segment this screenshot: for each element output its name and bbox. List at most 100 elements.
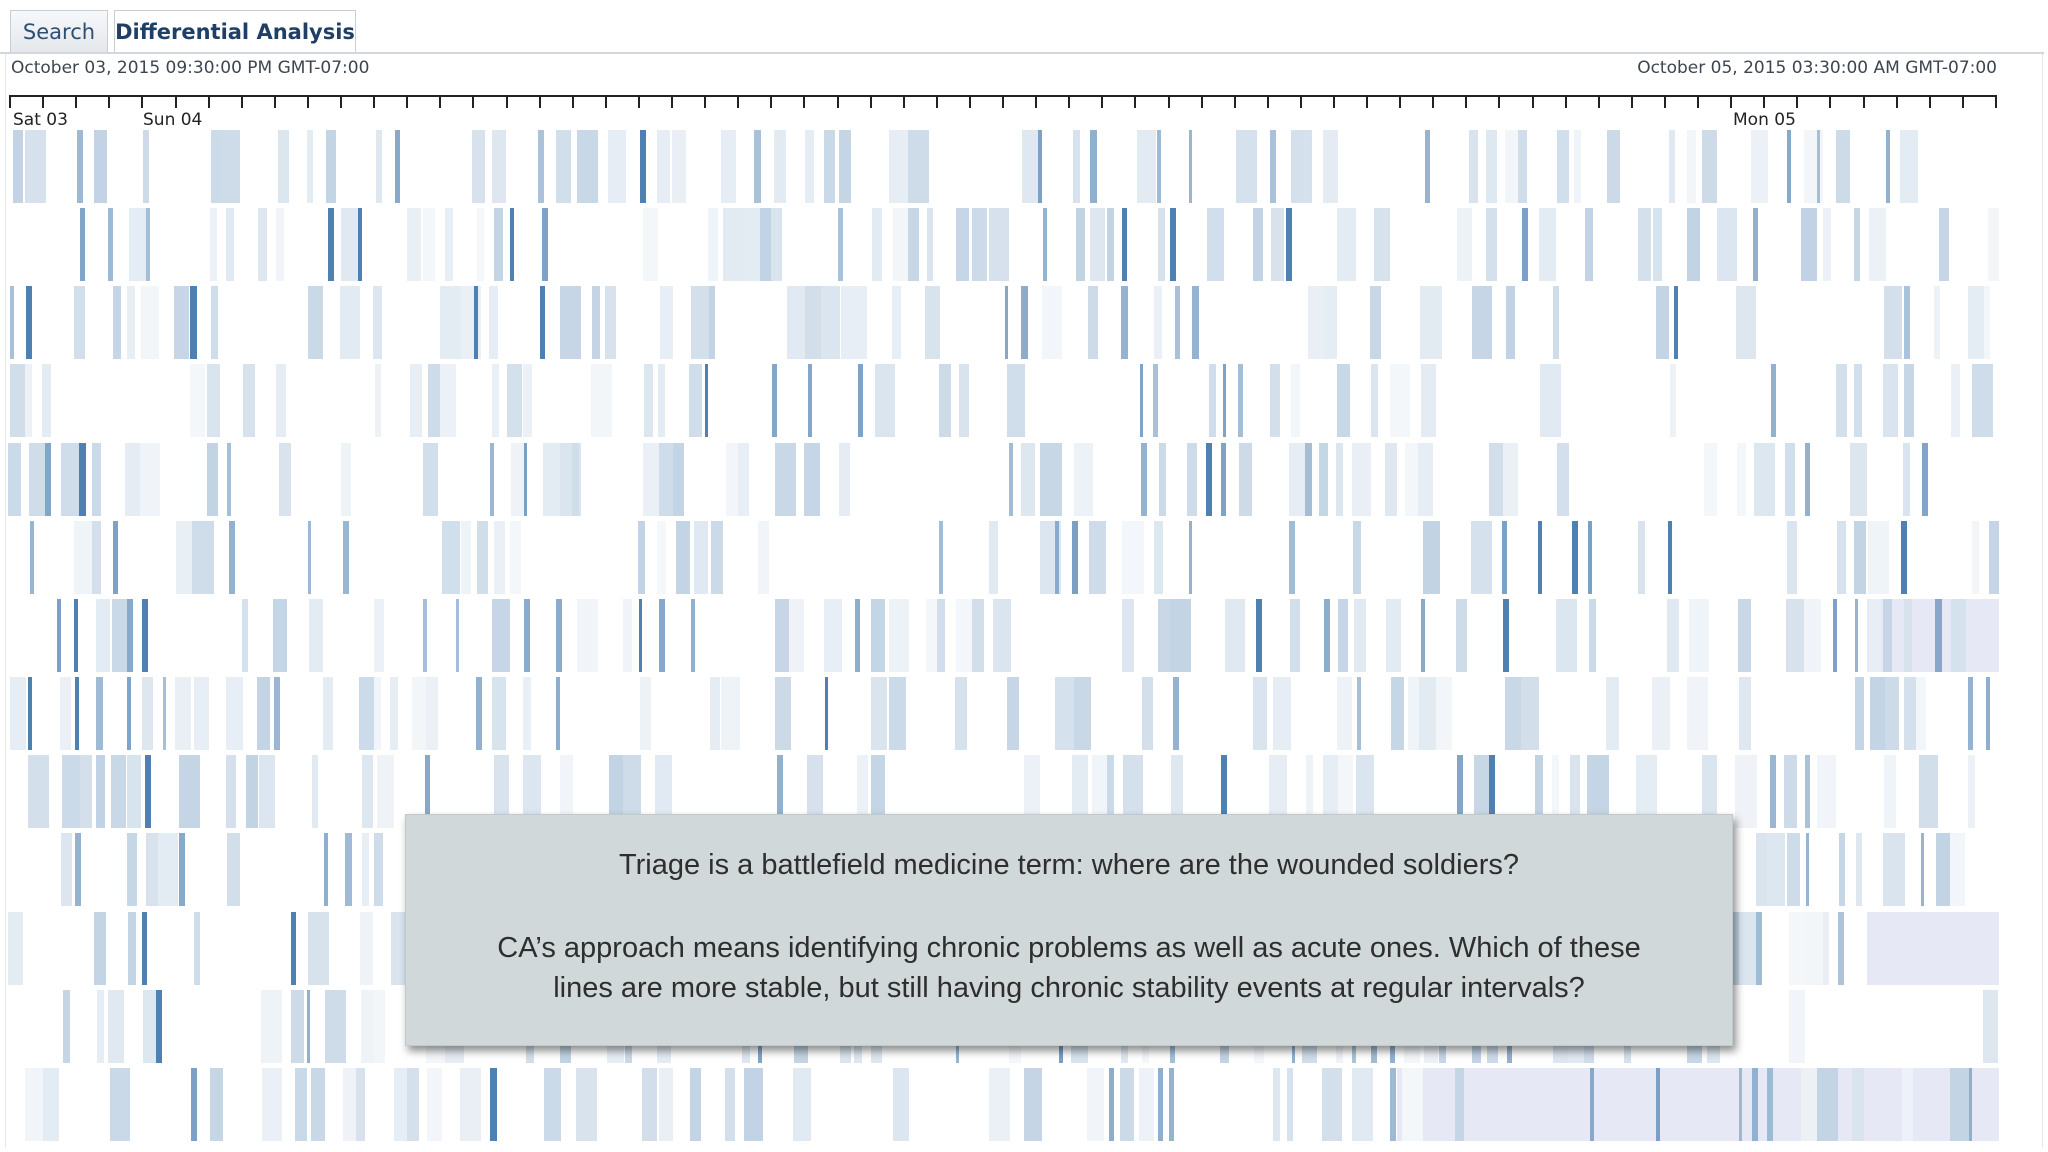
heatmap-cell xyxy=(989,208,1010,281)
heatmap-cell xyxy=(704,364,708,437)
heatmap-cell xyxy=(837,208,843,281)
axis-tick xyxy=(572,95,574,108)
heatmap-cell xyxy=(345,833,352,906)
heatmap-cell xyxy=(721,130,737,203)
heatmap-cell xyxy=(94,130,107,203)
heatmap-cell xyxy=(1337,599,1349,672)
heatmap-cell xyxy=(804,443,820,516)
heatmap-cell xyxy=(194,912,201,985)
heatmap-row[interactable] xyxy=(7,364,1999,437)
heatmap-cell xyxy=(1389,1068,1397,1141)
heatmap-cell xyxy=(1920,833,1925,906)
heatmap-cell xyxy=(1883,833,1905,906)
heatmap-cell xyxy=(424,755,431,828)
heatmap-cell xyxy=(1770,364,1776,437)
heatmap-cell xyxy=(1472,286,1493,359)
heatmap-cell xyxy=(77,130,83,203)
heatmap-cell xyxy=(1635,755,1657,828)
heatmap-cell xyxy=(1404,443,1421,516)
axis-tick xyxy=(1267,95,1269,108)
callout-text-line: Triage is a battlefield medicine term: w… xyxy=(618,849,1519,881)
heatmap-cell xyxy=(422,443,439,516)
axis-tick xyxy=(539,95,541,108)
heatmap-cell xyxy=(1106,755,1115,828)
heatmap-row[interactable] xyxy=(7,1068,1999,1141)
heatmap-cell xyxy=(374,364,382,437)
heatmap-row[interactable] xyxy=(7,286,1999,359)
heatmap-cell xyxy=(274,677,281,750)
heatmap-cell xyxy=(1903,677,1916,750)
heatmap-cell xyxy=(1816,1068,1838,1141)
heatmap-cell xyxy=(1471,521,1493,594)
range-start-label: October 03, 2015 09:30:00 PM GMT-07:00 xyxy=(11,58,370,78)
heatmap-cell xyxy=(107,990,125,1063)
heatmap-cell xyxy=(888,130,908,203)
tab-differential-analysis[interactable]: Differential Analysis xyxy=(114,10,356,54)
heatmap-row[interactable] xyxy=(7,521,1999,594)
heatmap-cell xyxy=(738,443,749,516)
heatmap-cell xyxy=(659,1068,673,1141)
heatmap-cell xyxy=(774,443,797,516)
heatmap-cell xyxy=(560,755,573,828)
heatmap-cell xyxy=(1270,208,1284,281)
heatmap-cell xyxy=(1687,208,1701,281)
heatmap-cell xyxy=(1904,364,1914,437)
heatmap-cell xyxy=(489,286,499,359)
heatmap-cell xyxy=(474,286,479,359)
heatmap-cell xyxy=(127,833,137,906)
axis-tick xyxy=(1465,95,1467,108)
heatmap-cell xyxy=(858,364,863,437)
heatmap-cell xyxy=(340,286,361,359)
heatmap-cell xyxy=(972,599,984,672)
heatmap-cell xyxy=(472,130,486,203)
axis-tick xyxy=(1366,95,1368,108)
axis-tick xyxy=(1796,95,1798,108)
axis-tick xyxy=(1399,95,1401,108)
heatmap-cell xyxy=(290,912,296,985)
heatmap-cell xyxy=(1088,521,1107,594)
heatmap-cell xyxy=(1673,286,1678,359)
tab-search[interactable]: Search xyxy=(10,10,108,52)
heatmap-cell xyxy=(1919,755,1939,828)
heatmap-cell xyxy=(361,833,370,906)
heatmap-cell xyxy=(1390,677,1404,750)
heatmap-highlight xyxy=(1397,1068,1999,1141)
heatmap-cell xyxy=(807,364,812,437)
heatmap-cell xyxy=(74,286,86,359)
heatmap-cell xyxy=(889,677,906,750)
axis-tick xyxy=(439,95,441,108)
heatmap-cell xyxy=(693,521,708,594)
heatmap-cell xyxy=(1752,208,1758,281)
heatmap-cell xyxy=(377,755,394,828)
heatmap-cell xyxy=(1158,208,1166,281)
heatmap-row[interactable] xyxy=(7,443,1999,516)
heatmap-cell xyxy=(79,443,86,516)
heatmap-cell xyxy=(442,521,460,594)
heatmap-cell xyxy=(522,677,532,750)
heatmap-cell xyxy=(1737,599,1752,672)
heatmap-cell xyxy=(805,130,814,203)
heatmap-cell xyxy=(125,443,145,516)
heatmap-row[interactable] xyxy=(7,677,1999,750)
heatmap-cell xyxy=(1173,677,1179,750)
heatmap-row[interactable] xyxy=(7,130,1999,203)
heatmap-cell xyxy=(1735,286,1757,359)
heatmap-cell xyxy=(61,833,72,906)
heatmap-cell xyxy=(1885,677,1900,750)
event-heatmap[interactable] xyxy=(7,130,1999,1146)
heatmap-row[interactable] xyxy=(7,599,1999,672)
heatmap-cell xyxy=(871,755,885,828)
heatmap-cell xyxy=(291,990,304,1063)
heatmap-cell xyxy=(1073,130,1081,203)
heatmap-cell xyxy=(1042,208,1048,281)
axis-tick xyxy=(737,95,739,108)
heatmap-cell xyxy=(174,677,191,750)
heatmap-cell xyxy=(538,130,544,203)
heatmap-cell xyxy=(710,521,723,594)
heatmap-cell xyxy=(1371,364,1378,437)
heatmap-row[interactable] xyxy=(7,208,1999,281)
heatmap-cell xyxy=(1223,364,1227,437)
heatmap-cell xyxy=(543,443,562,516)
tab-bar: Search Differential Analysis xyxy=(0,0,2048,56)
heatmap-cell xyxy=(491,599,510,672)
